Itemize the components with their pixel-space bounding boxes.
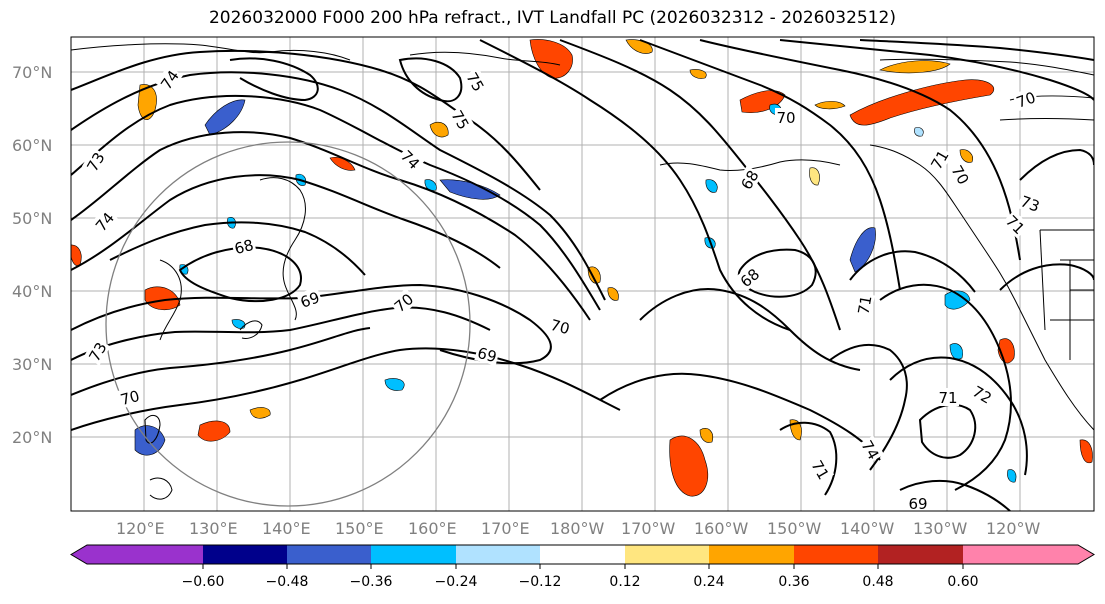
colorbar-outline — [70, 544, 1095, 565]
contour-label: 69 — [298, 288, 322, 311]
colorbar-tick-label: 0.60 — [947, 574, 978, 590]
lon-label: 130°W — [913, 519, 968, 538]
colorbar: −0.60 −0.48 −0.36 −0.24 −0.12 0.12 0.24 0.36 0.4… — [70, 544, 1095, 590]
colorbar-tick-label: −0.12 — [519, 574, 562, 590]
contour-label-bg — [925, 145, 953, 174]
contour-label-bg — [296, 286, 324, 312]
lat-label: 60°N — [12, 136, 52, 155]
contour-label-bg — [389, 288, 418, 317]
contour-label-bg — [81, 147, 109, 176]
contour-label: 70 — [118, 387, 141, 409]
contour-label-bg — [230, 234, 257, 258]
colorbar-segment — [878, 545, 963, 564]
contour-label: 71 — [854, 294, 875, 316]
contour-label-bg — [90, 207, 119, 236]
colorbar-tick-label: −0.48 — [266, 574, 309, 590]
colorbar-tick-label: 0.12 — [609, 574, 640, 590]
longitude-labels: 120°E 130°E 140°E 150°E 160°E 170°E 180°… — [116, 519, 1041, 538]
contour-label: 71 — [938, 389, 957, 407]
contour-label-bg — [155, 65, 183, 94]
contour-label-bg — [396, 145, 425, 174]
contour-label-bg — [775, 108, 797, 126]
lon-label: 180°W — [550, 519, 605, 538]
contour-label-bg — [937, 388, 959, 406]
contour-label-bg — [735, 165, 763, 194]
colorbar-segment — [963, 545, 1094, 564]
colorbar-segment — [540, 545, 625, 564]
colorbar-segment — [794, 545, 878, 564]
lat-label: 50°N — [12, 209, 52, 228]
lon-label: 150°E — [335, 519, 384, 538]
lon-label: 140°W — [840, 519, 895, 538]
contour-label-bg — [1001, 210, 1030, 239]
positive-anomaly-shading — [71, 39, 1093, 497]
lat-label: 40°N — [12, 282, 52, 301]
lat-label: 20°N — [12, 428, 52, 447]
lat-label: 30°N — [12, 355, 52, 374]
colorbar-tick-label: −0.60 — [182, 574, 225, 590]
colorbar-tick-label: 0.48 — [862, 574, 893, 590]
map-title: 2026032000 F000 200 hPa refract., IVT La… — [208, 8, 896, 28]
contour-label: 69 — [908, 495, 927, 513]
contour-label-bg — [447, 105, 475, 134]
lon-label: 130°E — [189, 519, 238, 538]
contour-label-bg — [807, 455, 835, 484]
contour-label-bg — [1012, 86, 1040, 112]
lon-label: 150°W — [767, 519, 822, 538]
coastlines — [71, 43, 1094, 500]
colorbar-tick-label: 0.24 — [693, 574, 724, 590]
contour-label-bg — [968, 380, 997, 408]
map-frame — [70, 36, 1095, 512]
contour-label: 69 — [475, 344, 498, 366]
colorbar-tick-label: −0.24 — [435, 574, 478, 590]
contour-label-bg — [1016, 190, 1044, 216]
contour-label-bg — [462, 67, 490, 96]
contour-label-bg — [857, 435, 885, 464]
contour-label: 70 — [776, 109, 795, 127]
lon-label: 120°W — [986, 519, 1041, 538]
contour-label: 73 — [1018, 192, 1042, 215]
contour-label-bg — [547, 314, 574, 338]
contour-label-bg — [735, 263, 764, 292]
contour-label-bg — [116, 385, 143, 409]
colorbar-tick-label: 0.36 — [778, 574, 809, 590]
lon-label: 160°W — [694, 519, 749, 538]
lon-label: 170°W — [621, 519, 676, 538]
lon-label: 120°E — [116, 519, 165, 538]
colorbar-segment — [456, 545, 540, 564]
contour-label-bg — [853, 292, 875, 318]
colorbar-segment — [71, 545, 203, 564]
contour-label: 68 — [232, 236, 255, 258]
colorbar-segment — [371, 545, 456, 564]
contour-label: 70 — [548, 316, 571, 338]
colorbar-segment — [625, 545, 709, 564]
contour-label-bg — [907, 494, 929, 511]
colorbar-segment — [709, 545, 794, 564]
lon-label: 140°E — [262, 519, 311, 538]
colorbar-tick-label: −0.36 — [350, 574, 393, 590]
contour-label-bg — [83, 337, 111, 366]
contour-label-bg — [474, 342, 501, 366]
colorbar-segment — [287, 545, 371, 564]
lat-label: 70°N — [12, 63, 52, 82]
latitude-labels: 70°N 60°N 50°N 40°N 30°N 20°N — [12, 63, 52, 447]
contour-label: 70 — [1014, 88, 1038, 111]
lon-label: 160°E — [408, 519, 457, 538]
colorbar-segment — [203, 545, 287, 564]
contour-label-bg — [947, 160, 975, 189]
lon-label: 170°E — [481, 519, 530, 538]
landfall-circle — [105, 141, 471, 507]
